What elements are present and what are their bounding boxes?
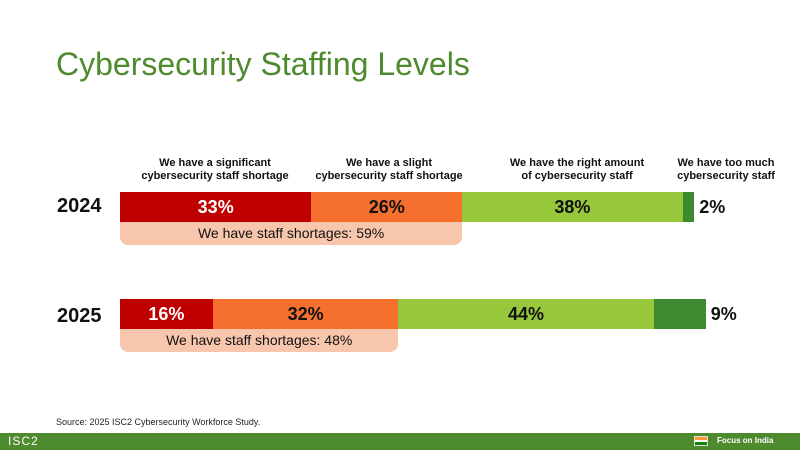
legend-label-slight-shortage: We have a slight cybersecurity staff sho… <box>310 157 468 183</box>
bar-segment: 33% <box>120 192 312 222</box>
legend-label-line: cybersecurity staff shortage <box>141 170 289 182</box>
data-label: 2% <box>699 197 726 217</box>
footer-bar: ISC2 Focus on India <box>0 433 800 450</box>
legend-label-line: cybersecurity staff <box>677 170 775 182</box>
bar-segment: 44% <box>398 299 654 329</box>
year-label: 2025 <box>57 305 102 327</box>
legend-label-line: cybersecurity staff shortage <box>315 170 463 182</box>
legend-label-line: We have the right amount <box>509 157 645 169</box>
year-label: 2024 <box>57 195 102 217</box>
india-flag-icon <box>694 436 708 446</box>
legend-label-line: We have too much <box>677 157 775 169</box>
bar-segment <box>653 299 706 329</box>
page-title: Cybersecurity Staffing Levels <box>56 46 470 82</box>
source-note: Source: 2025 ISC2 Cybersecurity Workforc… <box>56 417 261 427</box>
legend-label-right-amount: We have the right amount of cybersecurit… <box>502 157 652 183</box>
bar-segment: 16% <box>120 299 213 329</box>
focus-label: Focus on India <box>717 436 774 445</box>
data-label: 9% <box>710 304 737 324</box>
legend-label-line: We have a significant <box>159 157 271 169</box>
bar-segment <box>682 192 695 222</box>
legend-label-line: We have a slight <box>346 157 432 169</box>
isc2-logo: ISC2 <box>8 434 39 448</box>
legend-label-line: of cybersecurity staff <box>521 170 633 182</box>
shortage-summary: We have staff shortages: 59% <box>120 222 463 245</box>
legend-label-significant-shortage: We have a significant cybersecurity staf… <box>120 157 310 183</box>
shortage-summary: We have staff shortages: 48% <box>120 329 399 352</box>
bar-segment: 32% <box>212 299 399 329</box>
legend-label-too-much: We have too much cybersecurity staff <box>664 157 788 183</box>
bar-segment: 26% <box>311 192 463 222</box>
bar-segment: 38% <box>462 192 683 222</box>
